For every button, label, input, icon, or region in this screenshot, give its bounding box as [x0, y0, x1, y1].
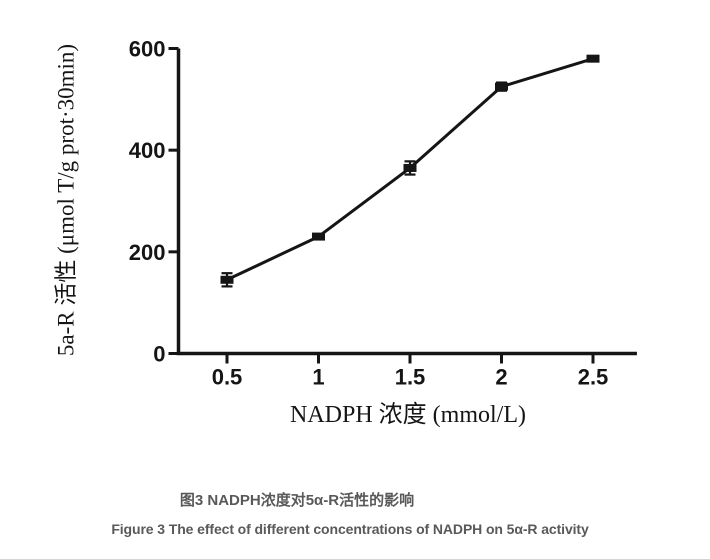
- y-tick-label: 0: [153, 341, 165, 366]
- figure-caption-english: Figure 3 The effect of different concent…: [111, 521, 589, 537]
- data-point-marker: [220, 275, 234, 284]
- axes-line: [176, 48, 637, 356]
- y-tick-label: 600: [129, 36, 166, 61]
- y-tick-label: 400: [129, 138, 166, 163]
- data-point-marker: [312, 232, 325, 241]
- y-tick-label: 200: [129, 240, 166, 265]
- x-tick-label: 1.5: [395, 365, 426, 390]
- data-point-marker: [586, 54, 600, 63]
- figure-caption-chinese: 图3 NADPH浓度对5α-R活性的影响: [179, 492, 415, 509]
- x-tick-label: 2: [495, 365, 507, 390]
- x-tick-label: 0.5: [212, 365, 243, 390]
- data-point-marker: [403, 163, 417, 172]
- x-tick-label: 2.5: [578, 365, 609, 390]
- x-tick-label: 1: [312, 365, 324, 390]
- x-axis-title: NADPH 浓度 (mmol/L): [290, 401, 526, 428]
- nadph-activity-line-chart: 0 200 400 600 0.5 1 1.5 2 2.5 NADPH 浓度 (mmol/L) 5a…: [54, 36, 637, 428]
- y-axis-title: 5a-R 活性 (μmol T/g prot·30min): [54, 44, 79, 356]
- data-point-marker: [495, 82, 508, 91]
